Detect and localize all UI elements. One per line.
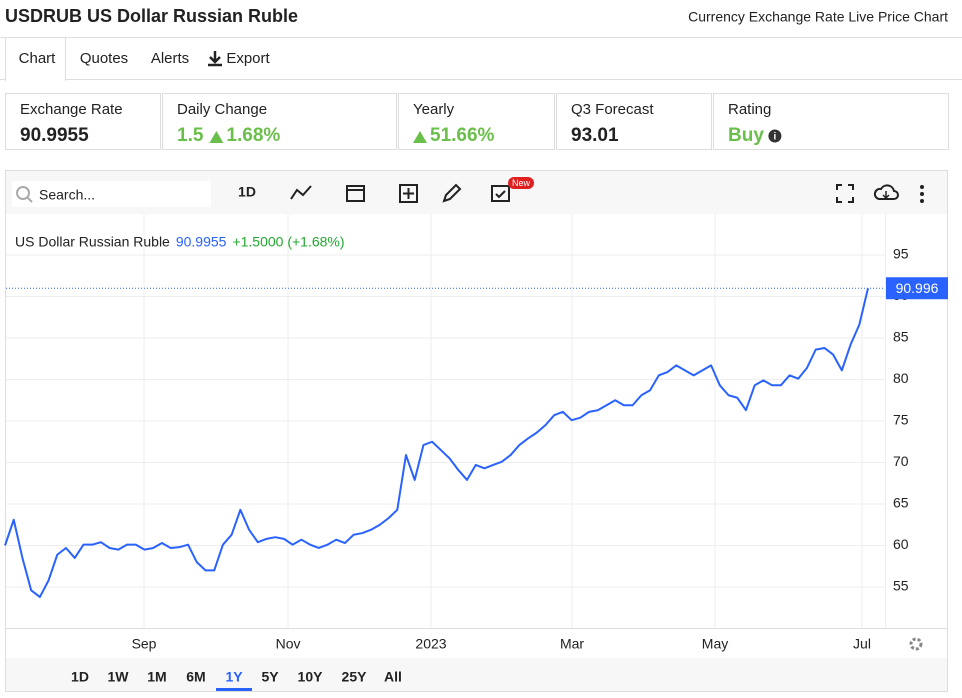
range-button[interactable]: 1Y xyxy=(225,669,243,685)
info-icon xyxy=(768,129,782,143)
range-selected-underline xyxy=(216,688,252,691)
add-indicator-icon xyxy=(403,188,414,199)
download-icon[interactable] xyxy=(873,184,899,200)
stat-value: 93.01 xyxy=(571,125,619,146)
stat-change: 51.66% xyxy=(430,125,495,146)
events-icon[interactable] xyxy=(491,185,510,202)
plot: 556065707580859095SepNov2023MarMayJul90.… xyxy=(4,214,948,652)
chart-panel xyxy=(5,170,948,692)
x-tick-label: 2023 xyxy=(415,636,446,652)
info-icon-glyph: i xyxy=(774,132,777,143)
tab-cover xyxy=(6,78,65,81)
draw-icon[interactable] xyxy=(442,183,462,203)
new-badge-text: New xyxy=(512,178,531,188)
search-placeholder: Search... xyxy=(39,187,95,203)
stat-value: Buy xyxy=(728,125,764,146)
page-title: USDRUB US Dollar Russian Ruble xyxy=(5,6,298,26)
tab[interactable]: Export xyxy=(226,50,270,67)
range-button[interactable]: 6M xyxy=(186,669,205,685)
x-tick-label: Sep xyxy=(132,636,157,652)
fullscreen-icon[interactable] xyxy=(836,184,854,203)
y-tick-label: 70 xyxy=(893,453,909,469)
range-button[interactable]: 1D xyxy=(71,669,89,685)
tab[interactable]: Alerts xyxy=(151,50,189,67)
page-subtitle: Currency Exchange Rate Live Price Chart xyxy=(688,9,948,25)
stat-box xyxy=(5,93,161,150)
calendar-icon[interactable] xyxy=(346,185,365,202)
stat-label: Daily Change xyxy=(177,101,267,118)
legend-text: 90.9955 xyxy=(176,234,227,250)
stat-box xyxy=(556,93,712,150)
tab[interactable]: Chart xyxy=(19,50,57,67)
interval-button[interactable]: 1D xyxy=(238,184,256,200)
chart-type-icon[interactable] xyxy=(290,185,312,200)
new-badge xyxy=(508,177,534,189)
stat-value: 1.5 xyxy=(177,125,204,146)
x-tick-label: Jul xyxy=(853,636,871,652)
range-button[interactable]: 5Y xyxy=(261,669,279,685)
export-icon xyxy=(208,51,222,67)
stat-label: Exchange Rate xyxy=(20,101,123,118)
range-button[interactable]: 1M xyxy=(147,669,166,685)
y-tick-label: 85 xyxy=(893,329,909,345)
download-icon xyxy=(882,191,890,200)
search-icon xyxy=(26,196,33,203)
up-triangle xyxy=(413,131,427,143)
stat-value: 90.9955 xyxy=(20,125,89,146)
stat-box xyxy=(162,93,397,150)
stat-label: Q3 Forecast xyxy=(571,101,654,118)
y-tick-label: 95 xyxy=(893,246,909,262)
x-tick-label: Mar xyxy=(560,636,584,652)
menu-icon[interactable] xyxy=(920,185,924,189)
tab[interactable]: Quotes xyxy=(80,50,128,67)
tab-selected xyxy=(5,37,66,81)
range-bar xyxy=(6,658,947,691)
menu-icon xyxy=(920,199,924,203)
price-line xyxy=(4,288,869,598)
range-button[interactable]: 10Y xyxy=(298,669,324,685)
y-tick-label: 75 xyxy=(893,412,909,428)
y-tick-label: 55 xyxy=(893,578,909,594)
range-button[interactable]: 1W xyxy=(108,669,130,685)
last-price-tag xyxy=(886,277,948,300)
y-tick-label: 65 xyxy=(893,495,909,511)
stat-box xyxy=(713,93,949,150)
add-indicator-icon[interactable] xyxy=(399,184,418,203)
events-icon xyxy=(495,190,506,199)
stat-label: Yearly xyxy=(413,101,455,118)
menu-icon xyxy=(920,192,924,196)
last-price-label: 90.996 xyxy=(896,280,939,296)
legend-text: US Dollar Russian Ruble xyxy=(15,234,170,250)
range-button[interactable]: All xyxy=(384,669,402,685)
settings-icon[interactable] xyxy=(909,637,923,651)
search-box[interactable] xyxy=(12,181,211,207)
y-tick-label: 60 xyxy=(893,536,909,552)
range-button[interactable]: 25Y xyxy=(342,669,368,685)
x-tick-label: May xyxy=(702,636,728,652)
search-icon xyxy=(16,186,30,200)
legend-text: +1.5000 (+1.68%) xyxy=(232,234,344,250)
y-tick-label: 80 xyxy=(893,370,909,386)
x-tick-label: Nov xyxy=(276,636,301,652)
stat-label: Rating xyxy=(728,101,771,118)
up-triangle xyxy=(209,131,224,143)
stat-change: 1.68% xyxy=(226,125,280,146)
